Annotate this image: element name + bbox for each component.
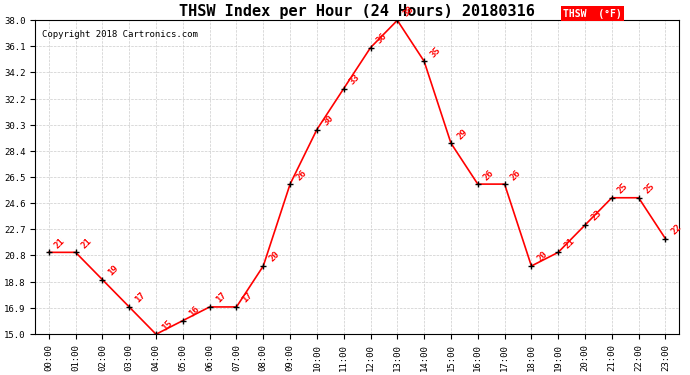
Text: 21: 21 bbox=[562, 236, 576, 250]
Text: 38: 38 bbox=[402, 4, 415, 18]
Text: 20: 20 bbox=[268, 250, 282, 264]
Text: 16: 16 bbox=[187, 304, 201, 318]
Text: 25: 25 bbox=[643, 182, 657, 196]
Text: 26: 26 bbox=[294, 168, 308, 182]
Text: 19: 19 bbox=[106, 264, 121, 278]
Text: 29: 29 bbox=[455, 127, 469, 141]
Text: 36: 36 bbox=[375, 32, 388, 45]
Text: 23: 23 bbox=[589, 209, 603, 223]
Text: 17: 17 bbox=[133, 291, 148, 305]
Text: 30: 30 bbox=[321, 113, 335, 128]
Text: 17: 17 bbox=[241, 291, 255, 305]
Text: 35: 35 bbox=[428, 45, 442, 59]
Text: 17: 17 bbox=[214, 291, 228, 305]
Text: 21: 21 bbox=[53, 236, 67, 250]
Text: 22: 22 bbox=[669, 223, 684, 237]
Text: Copyright 2018 Cartronics.com: Copyright 2018 Cartronics.com bbox=[42, 30, 198, 39]
Text: 20: 20 bbox=[535, 250, 549, 264]
Title: THSW Index per Hour (24 Hours) 20180316: THSW Index per Hour (24 Hours) 20180316 bbox=[179, 4, 535, 19]
Text: 21: 21 bbox=[80, 236, 94, 250]
Text: 33: 33 bbox=[348, 72, 362, 86]
Text: 15: 15 bbox=[160, 318, 174, 332]
Text: THSW  (°F): THSW (°F) bbox=[563, 9, 622, 19]
Text: 26: 26 bbox=[482, 168, 496, 182]
Text: 25: 25 bbox=[616, 182, 630, 196]
Text: 26: 26 bbox=[509, 168, 523, 182]
